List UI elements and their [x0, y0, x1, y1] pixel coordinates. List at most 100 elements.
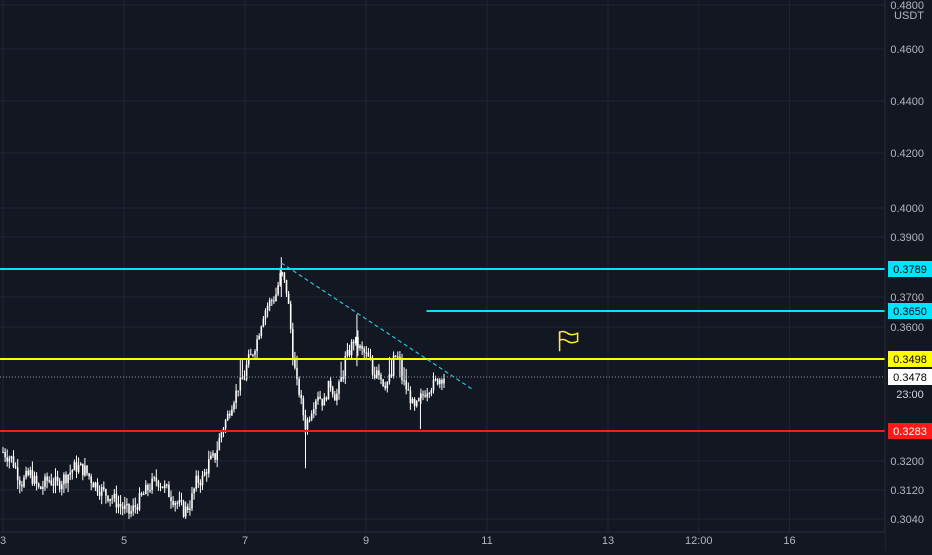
candle-body: [436, 379, 439, 385]
candle-body: [369, 356, 372, 359]
candle-body: [331, 387, 334, 395]
candle-body: [172, 500, 174, 505]
candle-body: [44, 476, 46, 487]
trendline-dashed[interactable]: [280, 262, 473, 390]
candle-body: [428, 393, 431, 395]
flag-marker[interactable]: [558, 330, 579, 352]
candle-body: [317, 396, 319, 401]
time-axis[interactable]: 3 5 7 9 11 13 12:00 16: [0, 531, 885, 550]
level-0.3283-label: 0.3283: [893, 426, 927, 438]
candle-body: [90, 476, 92, 484]
candle-body: [315, 400, 317, 409]
candle-body: [334, 394, 336, 401]
candle-body: [130, 511, 132, 514]
candle-body: [424, 395, 426, 397]
time-tick-label: 13: [602, 535, 614, 547]
time-tick-label: 9: [363, 535, 369, 547]
candle-body: [71, 470, 74, 473]
candle-body: [37, 483, 40, 487]
level-0.3650-label: 0.3650: [893, 306, 927, 318]
candle-body: [58, 480, 61, 490]
candle-body: [321, 398, 323, 406]
price-tick-label: 0.4000: [890, 203, 924, 215]
price-tick-label: 0.4600: [890, 44, 924, 56]
candle-body: [264, 310, 267, 319]
countdown-label-bg: [888, 387, 932, 402]
candle-body: [113, 493, 116, 499]
candle-body: [262, 318, 265, 327]
horizontal-levels[interactable]: [0, 268, 885, 432]
price-tick-label: 0.4200: [890, 148, 924, 160]
candle-body: [401, 359, 403, 381]
price-tick-label: 0.4400: [890, 96, 924, 108]
flag-icon[interactable]: [558, 330, 579, 352]
price-tick-label: 0.3120: [890, 485, 924, 497]
candle-body: [73, 461, 76, 471]
candle-body: [161, 486, 164, 488]
candle-body: [405, 380, 407, 390]
candle-body: [124, 505, 126, 509]
candle-body: [168, 484, 170, 498]
candle-body: [319, 396, 321, 399]
trendline[interactable]: [280, 262, 473, 390]
candle-body: [407, 389, 410, 391]
candle-body: [42, 486, 44, 489]
candle-body: [140, 493, 143, 495]
candle-body: [285, 279, 288, 294]
candle-body: [63, 474, 65, 485]
candle-body: [50, 480, 53, 485]
candle-body: [386, 381, 389, 389]
candle-body: [235, 390, 237, 403]
candle-body: [111, 498, 113, 500]
candle-body: [136, 507, 139, 510]
candle-body: [115, 493, 118, 508]
candle-body: [256, 339, 258, 352]
candle-body: [117, 503, 120, 508]
candle-body: [422, 394, 424, 396]
candle-body: [33, 475, 36, 484]
candle-body: [378, 370, 380, 376]
candle-body: [187, 506, 189, 511]
candle-body: [359, 345, 361, 349]
candle-body: [376, 370, 378, 378]
time-tick-label: 7: [242, 535, 248, 547]
candle-body: [430, 390, 433, 394]
price-axis[interactable]: 0.4800 0.4600 0.4400 0.4200 0.4000 0.3900 0.37…: [884, 0, 932, 550]
candle-body: [245, 364, 248, 380]
time-tick-label: 16: [783, 535, 795, 547]
candle-body: [119, 503, 122, 507]
candle-body: [98, 492, 101, 496]
candle-body: [415, 400, 418, 407]
candle-body: [439, 379, 441, 385]
candle-body: [302, 398, 305, 416]
candle-body: [432, 379, 435, 391]
candle-body: [294, 357, 296, 368]
candle-body: [75, 461, 78, 472]
last-price-label: 0.3478: [893, 372, 927, 384]
candle-body: [266, 306, 269, 311]
candle-body: [340, 377, 342, 382]
price-tick-label: 0.3200: [890, 456, 924, 468]
candle-body: [157, 481, 160, 487]
candle-body: [409, 390, 412, 404]
candle-body: [197, 475, 200, 483]
candle-body: [254, 351, 256, 355]
candle-body: [287, 293, 290, 304]
candle-body: [149, 490, 151, 492]
candle-body: [346, 350, 349, 356]
candle-body: [35, 475, 38, 484]
candle-body: [426, 393, 428, 397]
candle-body: [14, 466, 17, 468]
candle-body: [54, 476, 57, 486]
candle-body: [363, 348, 365, 353]
candle-body: [271, 300, 273, 302]
time-tick-label: 5: [121, 535, 127, 547]
candle-body: [12, 456, 15, 467]
candle-body: [243, 379, 246, 381]
candle-body: [65, 474, 67, 484]
candle-body: [373, 374, 376, 378]
candle-body: [109, 499, 111, 501]
candle-body: [397, 356, 399, 358]
